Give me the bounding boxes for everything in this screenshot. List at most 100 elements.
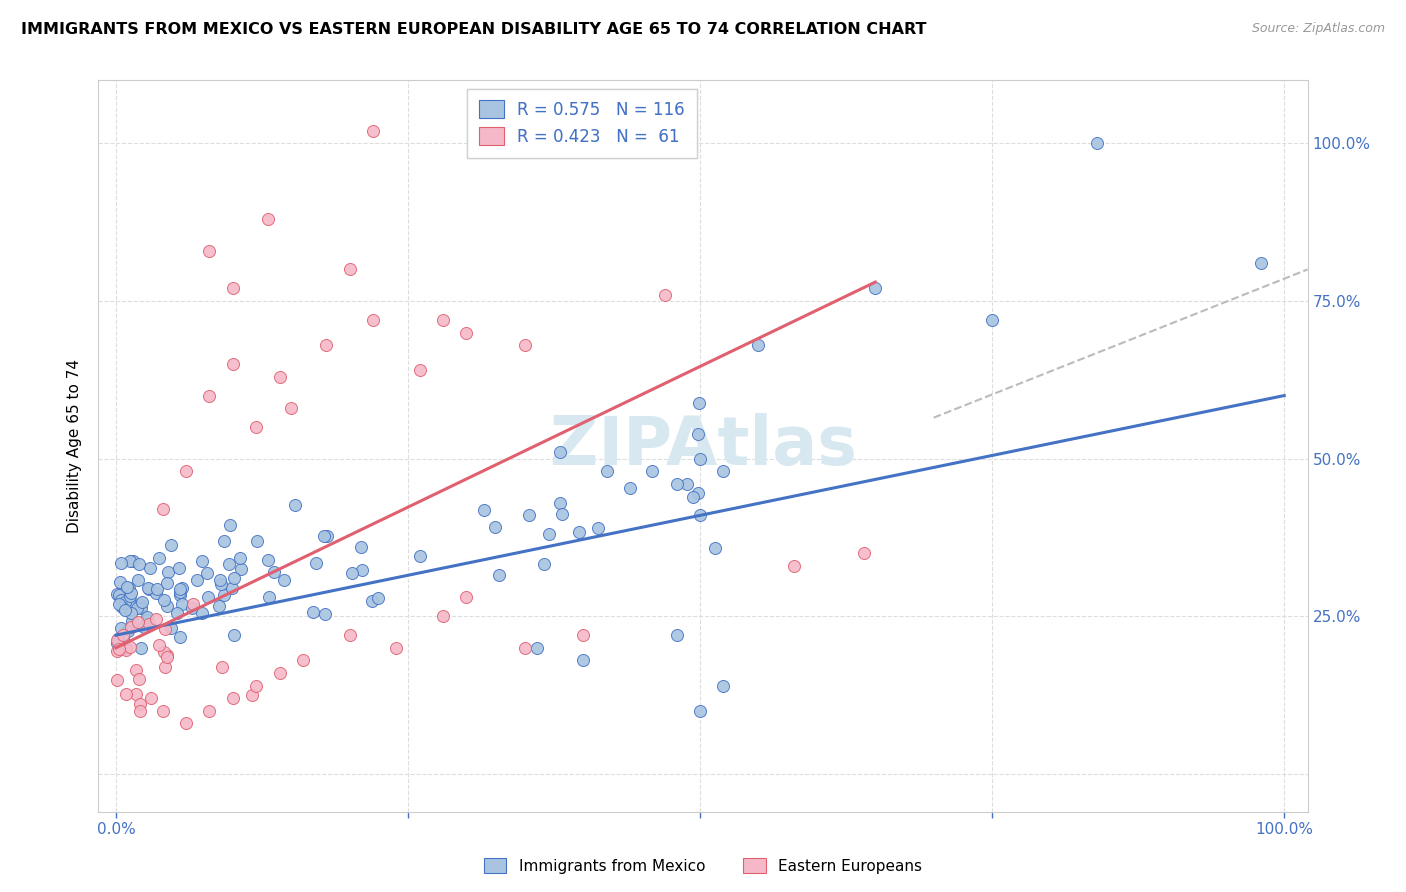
Point xyxy=(703,541,725,556)
Point xyxy=(665,476,688,491)
Point xyxy=(156,649,179,664)
Point xyxy=(197,590,219,604)
Point xyxy=(314,529,336,543)
Point xyxy=(120,620,142,634)
Point xyxy=(689,704,711,718)
Point xyxy=(125,663,148,677)
Point xyxy=(111,600,134,615)
Point xyxy=(367,591,389,605)
Point xyxy=(138,616,160,631)
Point xyxy=(148,638,170,652)
Point xyxy=(456,326,478,340)
Point xyxy=(110,557,132,571)
Point xyxy=(257,553,280,567)
Point xyxy=(110,620,132,634)
Point xyxy=(118,581,141,595)
Point xyxy=(121,614,143,628)
Point xyxy=(263,565,285,579)
Point xyxy=(212,588,235,602)
Point xyxy=(208,599,231,613)
Point xyxy=(1250,256,1272,270)
Point xyxy=(120,554,142,568)
Point xyxy=(139,560,162,574)
Point xyxy=(456,591,478,605)
Point xyxy=(186,573,208,587)
Point xyxy=(538,527,561,541)
Point xyxy=(222,357,245,371)
Point xyxy=(588,521,610,535)
Point xyxy=(221,581,243,595)
Point xyxy=(174,464,197,478)
Point xyxy=(198,244,221,258)
Point xyxy=(131,601,153,615)
Point xyxy=(128,673,150,687)
Point xyxy=(197,566,219,580)
Point xyxy=(169,585,191,599)
Point xyxy=(291,653,314,667)
Point xyxy=(361,313,384,327)
Point xyxy=(212,533,235,548)
Point xyxy=(256,212,278,227)
Point xyxy=(110,593,132,607)
Point xyxy=(145,582,167,596)
Point xyxy=(108,597,131,611)
Point xyxy=(551,507,574,521)
Point xyxy=(222,281,245,295)
Point xyxy=(689,451,711,466)
Point xyxy=(153,622,176,636)
Point xyxy=(159,621,181,635)
Point xyxy=(169,630,191,644)
Point xyxy=(314,607,336,621)
Point xyxy=(174,716,197,731)
Point xyxy=(1085,136,1108,151)
Point xyxy=(114,594,136,608)
Point xyxy=(115,580,138,594)
Point xyxy=(852,546,875,560)
Point xyxy=(572,653,595,667)
Point xyxy=(222,691,245,706)
Text: ZIPAtlas: ZIPAtlas xyxy=(550,413,856,479)
Point xyxy=(198,388,221,402)
Point xyxy=(548,495,571,509)
Point xyxy=(517,508,540,522)
Point xyxy=(127,615,149,629)
Point xyxy=(548,445,571,459)
Point xyxy=(115,640,138,655)
Point xyxy=(432,609,454,624)
Point xyxy=(432,313,454,327)
Point xyxy=(156,575,179,590)
Point xyxy=(209,577,232,591)
Point xyxy=(181,601,204,615)
Point xyxy=(654,287,676,301)
Point xyxy=(114,603,136,617)
Point xyxy=(304,556,326,570)
Point xyxy=(127,573,149,587)
Point xyxy=(112,632,135,646)
Point xyxy=(136,610,159,624)
Point xyxy=(153,645,176,659)
Point xyxy=(105,644,128,658)
Point xyxy=(350,540,373,554)
Point xyxy=(129,599,152,614)
Text: IMMIGRANTS FROM MEXICO VS EASTERN EUROPEAN DISABILITY AGE 65 TO 74 CORRELATION C: IMMIGRANTS FROM MEXICO VS EASTERN EUROPE… xyxy=(21,22,927,37)
Point xyxy=(118,595,141,609)
Point xyxy=(245,679,267,693)
Point xyxy=(125,601,148,615)
Point xyxy=(315,338,337,352)
Point xyxy=(170,597,193,611)
Point xyxy=(172,581,194,595)
Point xyxy=(513,640,536,655)
Point xyxy=(218,557,240,571)
Point xyxy=(108,642,131,657)
Point xyxy=(342,566,364,580)
Point xyxy=(245,420,267,434)
Point xyxy=(339,628,361,642)
Point xyxy=(157,565,180,579)
Point xyxy=(191,606,214,620)
Point xyxy=(350,562,373,576)
Point xyxy=(191,554,214,568)
Point xyxy=(160,538,183,552)
Point xyxy=(567,524,589,539)
Point xyxy=(145,586,167,600)
Point xyxy=(107,587,129,601)
